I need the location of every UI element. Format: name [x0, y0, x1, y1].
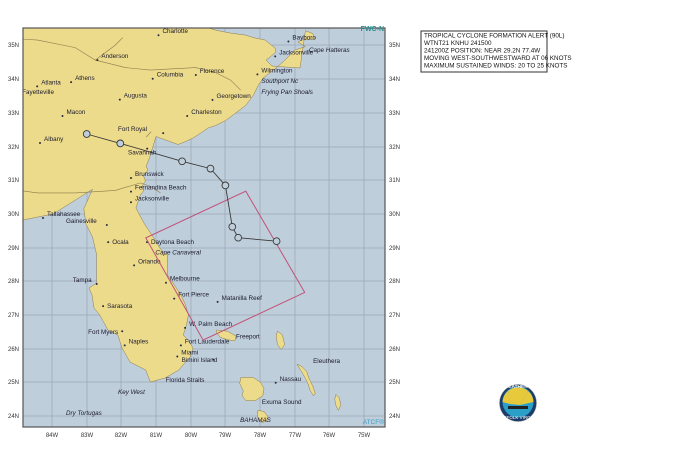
- svg-text:Eleuthera: Eleuthera: [313, 358, 340, 365]
- svg-text:75W: 75W: [358, 433, 371, 439]
- svg-text:Tampa: Tampa: [73, 277, 92, 284]
- svg-text:Ocala: Ocala: [112, 239, 129, 246]
- svg-text:WTNT21 KNHU 241500: WTNT21 KNHU 241500: [424, 40, 492, 47]
- svg-text:241200Z POSITION: NEAR 29.2N 7: 241200Z POSITION: NEAR 29.2N 77.4W: [424, 48, 540, 55]
- svg-text:79W: 79W: [219, 433, 232, 439]
- svg-text:Macon: Macon: [67, 109, 86, 116]
- svg-text:BAHAMAS: BAHAMAS: [240, 417, 272, 424]
- svg-text:35N: 35N: [8, 43, 19, 49]
- svg-text:32N: 32N: [8, 145, 19, 151]
- svg-text:35N: 35N: [389, 43, 400, 49]
- svg-text:MAXIMUM SUSTAINED WINDS: 20 TO: MAXIMUM SUSTAINED WINDS: 20 TO 25 KNOTS: [424, 63, 567, 70]
- svg-text:Fernandina Beach: Fernandina Beach: [135, 185, 187, 192]
- svg-text:Anderson: Anderson: [101, 53, 128, 60]
- svg-text:Florence: Florence: [200, 68, 225, 75]
- svg-text:29N: 29N: [389, 246, 400, 252]
- svg-text:26N: 26N: [389, 347, 400, 353]
- svg-text:Brunswick: Brunswick: [135, 171, 165, 178]
- svg-text:83W: 83W: [81, 433, 94, 439]
- svg-text:Sarasota: Sarasota: [107, 303, 133, 310]
- svg-text:Bayboro: Bayboro: [292, 35, 316, 42]
- svg-text:29N: 29N: [8, 246, 19, 252]
- svg-text:Georgetown: Georgetown: [217, 93, 252, 100]
- svg-text:27N: 27N: [8, 313, 19, 319]
- svg-text:Cape Canaveral: Cape Canaveral: [155, 249, 201, 256]
- svg-text:Exuma Sound: Exuma Sound: [262, 399, 302, 406]
- svg-text:84W: 84W: [46, 433, 59, 439]
- svg-text:27N: 27N: [389, 313, 400, 319]
- svg-text:FWC-N: FWC-N: [361, 26, 384, 33]
- svg-text:Columbia: Columbia: [157, 72, 184, 79]
- svg-text:Nassau: Nassau: [280, 376, 302, 383]
- svg-text:33N: 33N: [8, 111, 19, 117]
- svg-text:Jacksonville: Jacksonville: [135, 195, 169, 202]
- svg-text:Wilmington: Wilmington: [261, 67, 293, 74]
- svg-text:25N: 25N: [389, 380, 400, 386]
- svg-text:30N: 30N: [389, 212, 400, 218]
- svg-text:24N: 24N: [389, 414, 400, 420]
- svg-text:Charleston: Charleston: [191, 109, 222, 116]
- svg-text:NORFOLK VIRGINIA: NORFOLK VIRGINIA: [497, 415, 540, 420]
- svg-text:Frying Pan Shoals: Frying Pan Shoals: [261, 89, 313, 96]
- svg-text:Fort Lauderdale: Fort Lauderdale: [185, 338, 230, 345]
- svg-text:Atlanta: Atlanta: [41, 79, 61, 86]
- svg-text:81W: 81W: [150, 433, 163, 439]
- svg-text:ATCF®: ATCF®: [363, 418, 384, 426]
- svg-text:77W: 77W: [289, 433, 302, 439]
- svg-text:MOVING WEST-SOUTHWESTWARD AT 0: MOVING WEST-SOUTHWESTWARD AT 06 KNOTS: [424, 55, 572, 62]
- svg-text:28N: 28N: [389, 279, 400, 285]
- svg-text:TROPICAL CYCLONE FORMATION ALE: TROPICAL CYCLONE FORMATION ALERT (90L): [424, 33, 564, 40]
- svg-text:Florida Straits: Florida Straits: [166, 377, 205, 384]
- svg-text:82W: 82W: [115, 433, 128, 439]
- svg-text:Augusta: Augusta: [124, 93, 148, 100]
- svg-text:Fort Myers: Fort Myers: [88, 329, 118, 336]
- svg-text:78W: 78W: [254, 433, 267, 439]
- svg-text:Naples: Naples: [129, 338, 149, 345]
- svg-text:Matanilla Reef: Matanilla Reef: [222, 295, 263, 302]
- svg-text:76W: 76W: [323, 433, 336, 439]
- svg-text:34N: 34N: [8, 77, 19, 83]
- svg-text:Tallahassee: Tallahassee: [47, 211, 81, 218]
- svg-text:28N: 28N: [8, 279, 19, 285]
- svg-text:Charlotte: Charlotte: [163, 28, 189, 35]
- svg-text:Bimini Island: Bimini Island: [182, 357, 218, 364]
- svg-text:Gainesville: Gainesville: [66, 218, 97, 225]
- svg-text:FLEET WEATHER CENTER: FLEET WEATHER CENTER: [487, 384, 549, 390]
- svg-text:Fort Royal: Fort Royal: [118, 126, 147, 133]
- svg-text:80W: 80W: [185, 433, 198, 439]
- svg-text:Melbourne: Melbourne: [170, 276, 200, 283]
- svg-text:Daytona Beach: Daytona Beach: [151, 239, 195, 246]
- svg-text:Dry Tortugas: Dry Tortugas: [66, 410, 103, 417]
- svg-text:Miami: Miami: [181, 350, 198, 357]
- svg-text:34N: 34N: [389, 77, 400, 83]
- svg-text:33N: 33N: [389, 111, 400, 117]
- svg-text:26N: 26N: [8, 347, 19, 353]
- svg-text:Fayetteville: Fayetteville: [22, 89, 54, 96]
- svg-text:Freeport: Freeport: [236, 334, 260, 341]
- svg-text:31N: 31N: [8, 178, 19, 184]
- svg-text:30N: 30N: [8, 212, 19, 218]
- svg-text:Athens: Athens: [75, 75, 95, 82]
- svg-text:Fort Pierce: Fort Pierce: [178, 292, 209, 299]
- svg-text:Cape Hatteras: Cape Hatteras: [309, 47, 350, 54]
- svg-text:Southport Nc: Southport Nc: [261, 78, 299, 85]
- svg-text:31N: 31N: [389, 178, 400, 184]
- svg-text:25N: 25N: [8, 380, 19, 386]
- svg-text:24N: 24N: [8, 414, 19, 420]
- svg-text:Key West: Key West: [118, 389, 145, 396]
- svg-text:Albany: Albany: [44, 136, 64, 143]
- svg-text:32N: 32N: [389, 145, 400, 151]
